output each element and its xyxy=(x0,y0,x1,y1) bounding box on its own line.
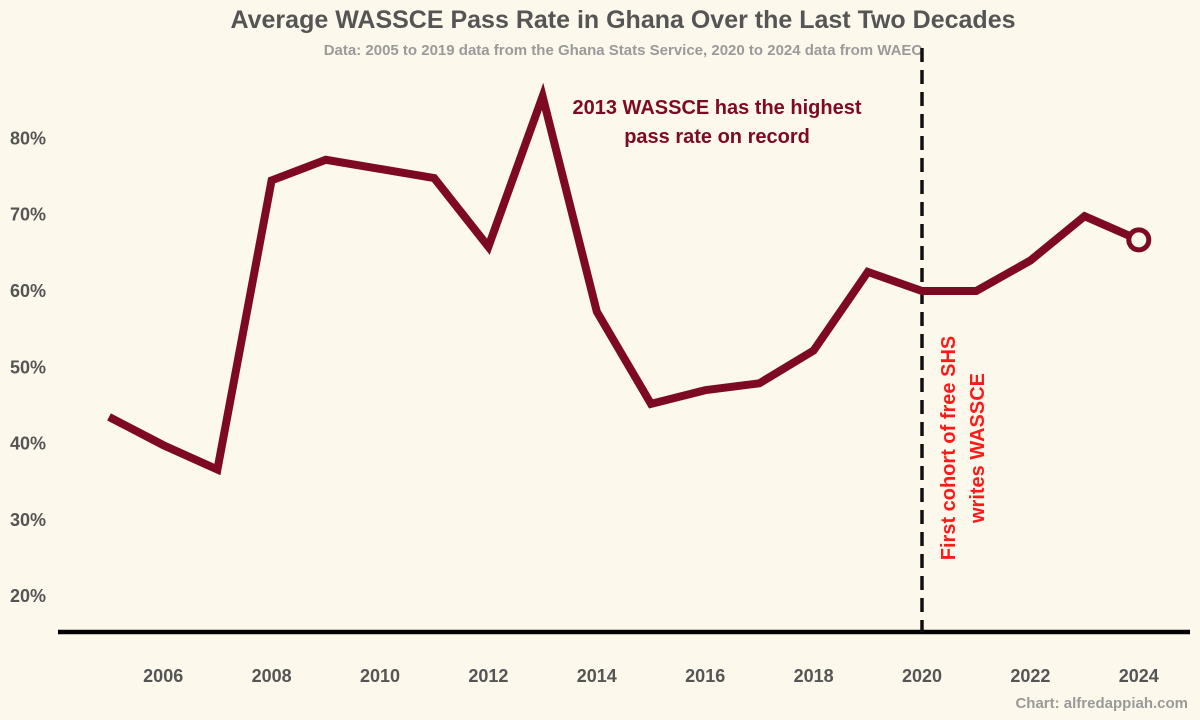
x-tick-label: 2016 xyxy=(685,666,725,686)
x-tick-label: 2024 xyxy=(1119,666,1159,686)
series-line xyxy=(107,82,1141,476)
annotation-line: writes WASSCE xyxy=(967,373,989,524)
y-tick-label: 30% xyxy=(10,510,46,530)
y-tick-label: 20% xyxy=(10,586,46,606)
y-axis-tick-labels: 20% 30% 40% 50% 60% 70% 80% xyxy=(10,128,46,606)
y-tick-label: 50% xyxy=(10,357,46,377)
last-point-marker xyxy=(1126,227,1152,253)
x-axis-tick-labels: 2006 2008 2010 2012 2014 2016 2018 2020 2022 2024 xyxy=(143,666,1159,686)
annotation-free-shs: First cohort of free SHS writes WASSCE xyxy=(938,336,989,560)
chart-annotations: 2013 WASSCE has the highest pass rate on … xyxy=(573,97,989,560)
y-tick-label: 80% xyxy=(10,128,46,148)
pass-rate-series xyxy=(107,82,1152,476)
x-tick-label: 2014 xyxy=(577,666,617,686)
annotation-line: 2013 WASSCE has the highest xyxy=(573,97,862,119)
y-tick-label: 70% xyxy=(10,205,46,225)
x-tick-label: 2022 xyxy=(1010,666,1050,686)
y-tick-label: 40% xyxy=(10,434,46,454)
chart-title: Average WASSCE Pass Rate in Ghana Over t… xyxy=(231,6,1016,34)
annotation-line: First cohort of free SHS xyxy=(938,336,960,560)
y-tick-label: 60% xyxy=(10,281,46,301)
x-tick-label: 2006 xyxy=(143,666,183,686)
x-tick-label: 2008 xyxy=(252,666,292,686)
x-tick-label: 2012 xyxy=(468,666,508,686)
annotation-line: pass rate on record xyxy=(624,126,810,148)
x-tick-label: 2010 xyxy=(360,666,400,686)
chart-credit: Chart: alfredappiah.com xyxy=(1015,695,1188,712)
chart-subtitle: Data: 2005 to 2019 data from the Ghana S… xyxy=(324,42,923,59)
annotation-highest-pass-rate: 2013 WASSCE has the highest pass rate on … xyxy=(573,97,862,148)
x-tick-label: 2020 xyxy=(902,666,942,686)
x-tick-label: 2018 xyxy=(794,666,834,686)
